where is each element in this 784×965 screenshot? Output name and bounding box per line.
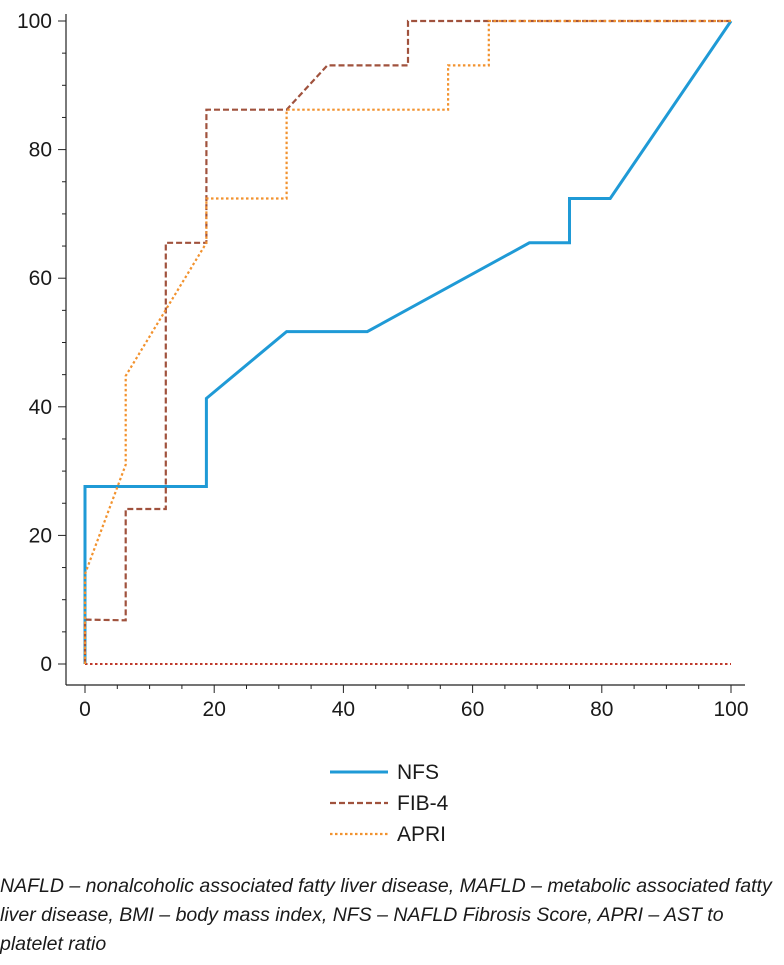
y-tick-label: 60	[29, 267, 52, 290]
series-line-nfs	[83, 20, 733, 664]
figure-caption: NAFLD – nonalcoholic associated fatty li…	[0, 875, 772, 955]
y-tick-label: 100	[17, 10, 52, 33]
y-tick-label: 40	[29, 396, 52, 419]
x-tick-label: 60	[461, 698, 484, 721]
series-line-apri	[83, 19, 731, 664]
x-tick-label: 20	[203, 698, 226, 721]
roc-chart: 0 20 40 60 80 100 0 20 40 60 80 100 NFS FIB-4 APRI	[17, 10, 749, 846]
y-tick-label: 80	[29, 139, 52, 162]
axes: 0 20 40 60 80 100 0 20 40 60 80 100	[17, 10, 749, 721]
x-tick-label: 40	[332, 698, 355, 721]
series-line-fib-4	[83, 19, 731, 664]
legend: NFS FIB-4 APRI	[330, 761, 449, 846]
x-tick-label: 80	[590, 698, 613, 721]
series-layer	[83, 19, 733, 664]
x-tick-label: 100	[713, 698, 748, 721]
y-tick-label: 0	[40, 653, 52, 676]
x-tick-label: 0	[79, 698, 91, 721]
legend-label: FIB-4	[397, 792, 449, 815]
legend-label: NFS	[397, 761, 439, 784]
y-tick-label: 20	[29, 524, 52, 547]
legend-label: APRI	[397, 823, 446, 846]
